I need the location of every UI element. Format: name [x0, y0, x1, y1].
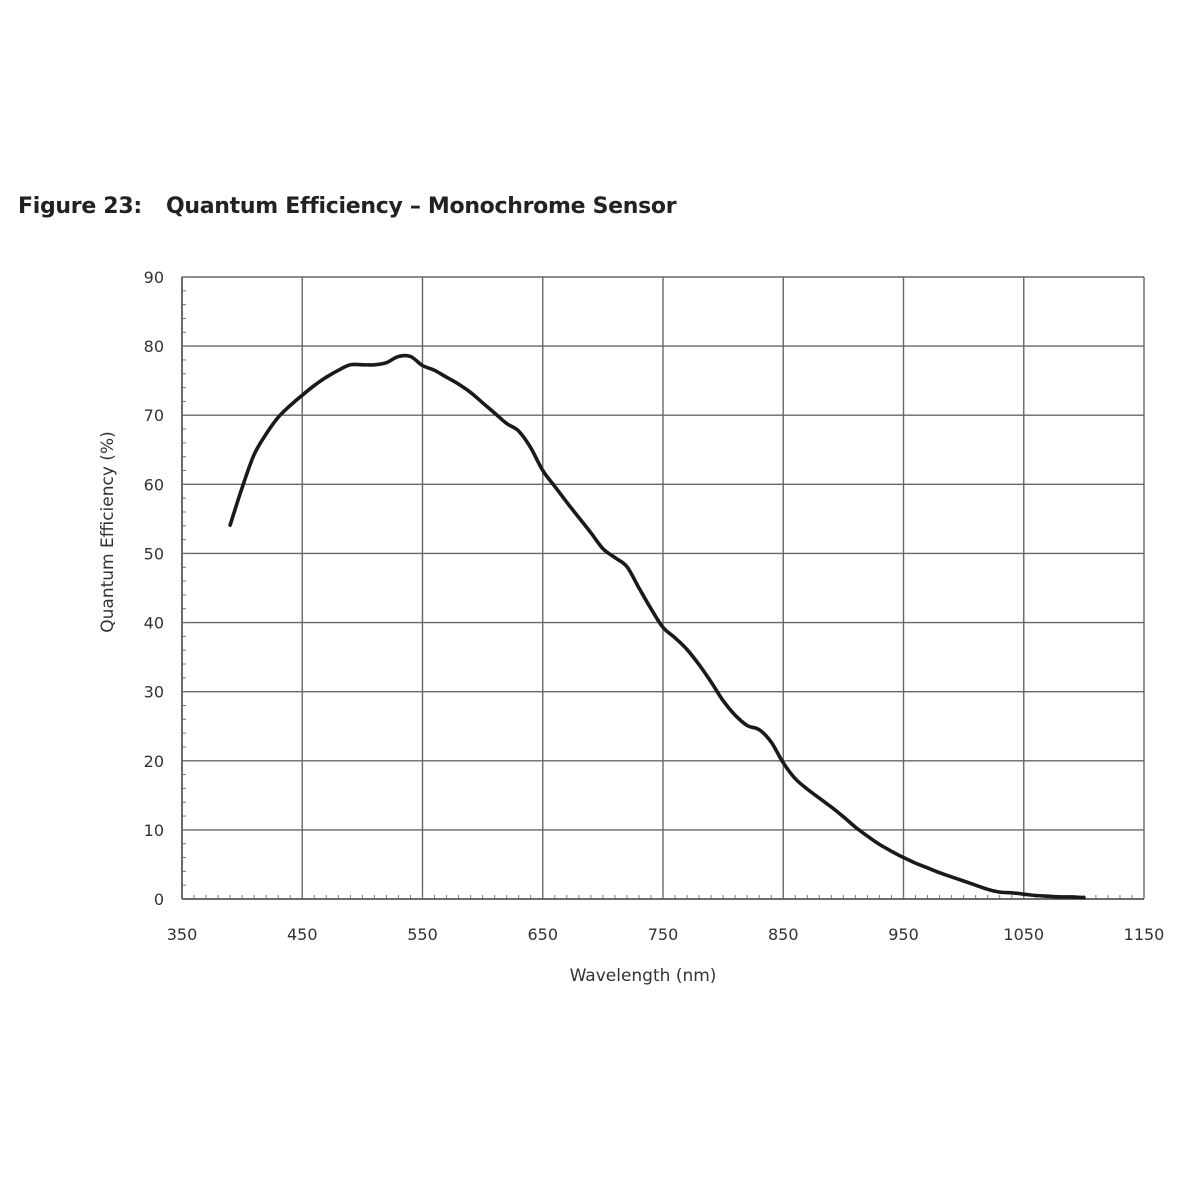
x-tick-labels: 350 450 550 650 750 850 950 1050 1150: [167, 925, 1165, 944]
x-tick-label: 350: [167, 925, 198, 944]
y-tick-label: 20: [144, 752, 164, 771]
x-tick-label: 1050: [1003, 925, 1044, 944]
figure-label: Figure 23:: [18, 194, 142, 219]
y-tick-label: 90: [144, 268, 164, 287]
x-tick-label: 850: [768, 925, 799, 944]
y-tick-labels: 0 10 20 30 40 50 60 70 80 90: [144, 268, 164, 909]
y-tick-label: 80: [144, 337, 164, 356]
y-tick-label: 40: [144, 614, 164, 633]
y-tick-label: 70: [144, 406, 164, 425]
y-tick-label: 60: [144, 475, 164, 494]
y-tick-label: 30: [144, 683, 164, 702]
y-tick-label: 50: [144, 544, 164, 563]
y-axis-title: Quantum Efficiency (%): [98, 431, 118, 632]
qe-series-line: [228, 353, 1086, 900]
y-tick-label: 0: [154, 890, 164, 909]
x-axis-title: Wavelength (nm): [570, 966, 717, 986]
x-tick-label: 750: [648, 925, 679, 944]
x-tick-label: 950: [888, 925, 919, 944]
x-tick-label: 450: [287, 925, 318, 944]
figure-title: Quantum Efficiency – Monochrome Sensor: [166, 194, 677, 219]
x-tick-label: 550: [407, 925, 438, 944]
y-tick-label: 10: [144, 821, 164, 840]
x-tick-label: 650: [527, 925, 558, 944]
x-tick-label: 1150: [1124, 925, 1165, 944]
